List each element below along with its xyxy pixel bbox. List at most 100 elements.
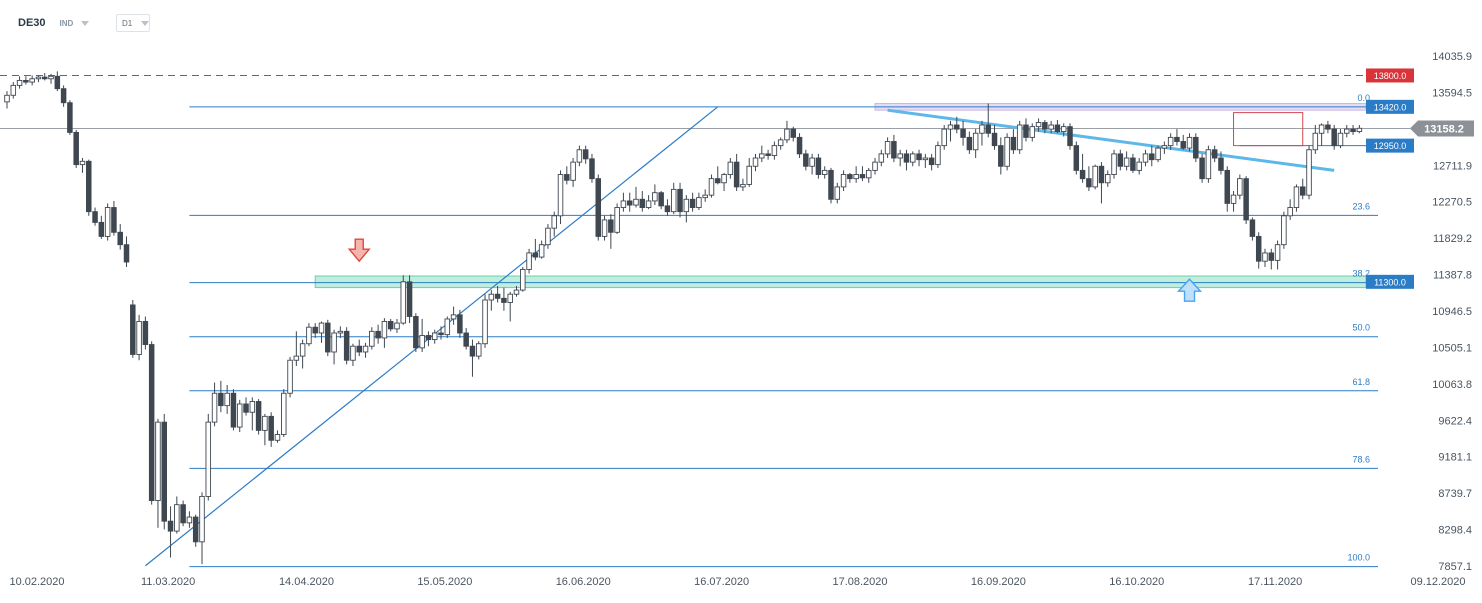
candle[interactable] <box>394 318 400 333</box>
candle[interactable] <box>954 116 960 134</box>
candle[interactable] <box>1337 129 1344 149</box>
candle[interactable] <box>1224 166 1231 212</box>
candle[interactable] <box>325 319 331 357</box>
candle[interactable] <box>878 149 885 167</box>
candle[interactable] <box>1299 178 1306 200</box>
candle[interactable] <box>620 192 627 212</box>
candle[interactable] <box>784 120 790 144</box>
candle[interactable] <box>608 214 614 249</box>
candle[interactable] <box>595 174 602 241</box>
candle[interactable] <box>431 329 438 344</box>
candle[interactable] <box>828 167 834 204</box>
candle[interactable] <box>1306 145 1312 200</box>
candle[interactable] <box>840 170 847 192</box>
candle[interactable] <box>1079 153 1086 183</box>
candle[interactable] <box>362 342 369 358</box>
candle[interactable] <box>1274 240 1281 270</box>
candle[interactable] <box>746 158 752 187</box>
candle[interactable] <box>670 182 677 215</box>
candle[interactable] <box>1167 133 1174 150</box>
candle[interactable] <box>1111 149 1117 179</box>
candle[interactable] <box>859 166 866 182</box>
candle[interactable] <box>972 129 979 159</box>
candle[interactable] <box>1023 118 1029 142</box>
candle[interactable] <box>255 399 262 435</box>
candle[interactable] <box>765 149 771 160</box>
candle[interactable] <box>1205 145 1212 183</box>
candle[interactable] <box>92 207 98 226</box>
candle[interactable] <box>444 316 451 338</box>
candle[interactable] <box>413 313 419 352</box>
candle[interactable] <box>1136 158 1142 175</box>
candle[interactable] <box>1161 141 1168 154</box>
candle[interactable] <box>576 145 583 167</box>
candle[interactable] <box>645 195 652 210</box>
candle[interactable] <box>130 299 136 358</box>
candle[interactable] <box>847 172 853 183</box>
candle[interactable] <box>884 137 891 159</box>
candle[interactable] <box>626 192 633 212</box>
candle[interactable] <box>224 384 230 414</box>
candle[interactable] <box>689 192 696 212</box>
candle[interactable] <box>123 236 130 267</box>
candle[interactable] <box>777 137 784 150</box>
candle[interactable] <box>771 141 778 160</box>
candle[interactable] <box>1149 145 1155 167</box>
candle[interactable] <box>1249 217 1256 241</box>
candle[interactable] <box>1060 123 1067 137</box>
candle[interactable] <box>287 356 293 398</box>
candle[interactable] <box>570 158 576 187</box>
candle[interactable] <box>167 506 174 558</box>
candle[interactable] <box>998 137 1004 175</box>
candle[interactable] <box>262 413 268 446</box>
candle[interactable] <box>1255 232 1262 269</box>
candle[interactable] <box>601 215 608 241</box>
candle[interactable] <box>1312 124 1319 154</box>
candle[interactable] <box>507 291 513 322</box>
candle[interactable] <box>16 76 23 89</box>
candle[interactable] <box>476 341 482 360</box>
candle[interactable] <box>1104 170 1111 187</box>
candle[interactable] <box>268 412 274 447</box>
candle[interactable] <box>343 327 350 365</box>
candle[interactable] <box>148 341 155 505</box>
timeframe-selector[interactable]: D1 <box>116 14 150 32</box>
candle[interactable] <box>582 145 589 164</box>
candle[interactable] <box>1130 153 1136 173</box>
candle[interactable] <box>1180 134 1186 150</box>
candle[interactable] <box>1155 145 1161 163</box>
candle[interactable] <box>702 189 708 202</box>
candle[interactable] <box>790 126 797 142</box>
candle[interactable] <box>664 199 671 216</box>
candle[interactable] <box>1218 151 1224 175</box>
candle[interactable] <box>513 285 520 297</box>
candle[interactable] <box>1331 124 1337 150</box>
candle[interactable] <box>1344 124 1350 138</box>
candle[interactable] <box>23 76 29 85</box>
candle[interactable] <box>281 389 287 437</box>
candle[interactable] <box>1073 141 1080 175</box>
candle[interactable] <box>614 203 620 234</box>
candle[interactable] <box>369 327 375 350</box>
candle[interactable] <box>249 397 256 431</box>
candle[interactable] <box>457 309 463 338</box>
candle[interactable] <box>205 413 212 501</box>
candle[interactable] <box>375 324 381 344</box>
candle[interactable] <box>104 203 111 241</box>
candle[interactable] <box>740 178 746 192</box>
candle[interactable] <box>815 153 822 179</box>
candle[interactable] <box>199 492 205 565</box>
candle[interactable] <box>356 339 362 357</box>
candle[interactable] <box>387 318 394 332</box>
candle[interactable] <box>274 430 281 443</box>
candle[interactable] <box>551 211 557 237</box>
candle[interactable] <box>10 82 17 99</box>
candle[interactable] <box>174 496 180 534</box>
candle[interactable] <box>1281 211 1287 249</box>
candle[interactable] <box>733 153 740 192</box>
candle[interactable] <box>1262 248 1268 267</box>
candle[interactable] <box>48 73 54 84</box>
candle[interactable] <box>111 200 117 236</box>
candle[interactable] <box>142 316 149 350</box>
